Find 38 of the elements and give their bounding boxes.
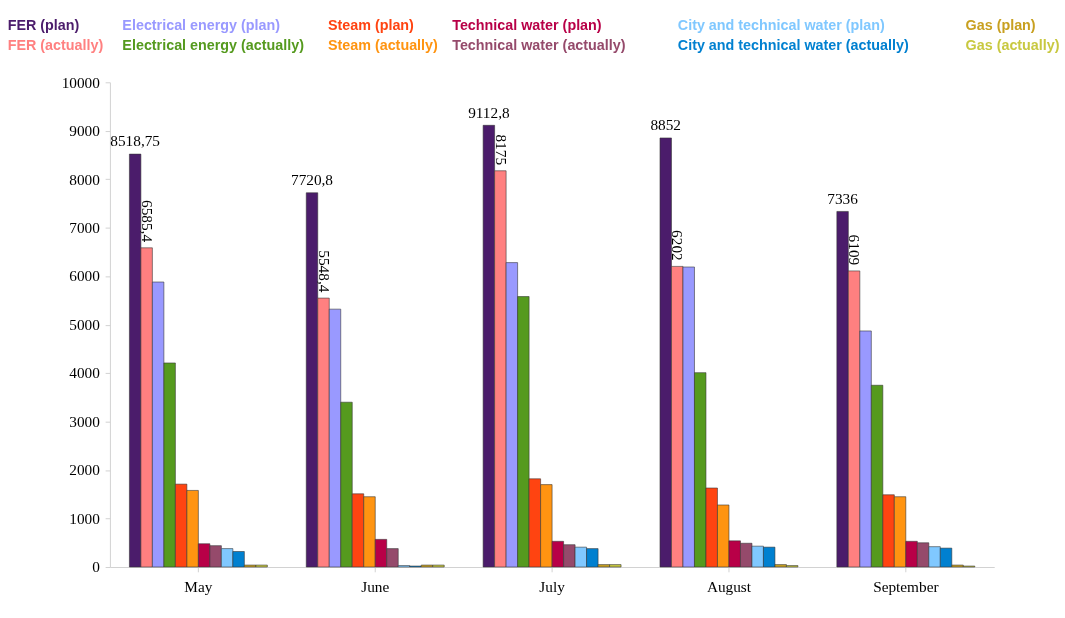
text: FER (actually)	[7, 36, 104, 53]
y-tick-label: 1000	[69, 509, 101, 527]
text: City and technical water (plan)	[677, 16, 886, 33]
x-tick-label: July	[539, 578, 566, 596]
text: Technical water (actually)	[452, 36, 626, 53]
y-tick-label: 8000	[69, 170, 101, 188]
data-label: 6109	[846, 234, 864, 266]
data-label: 8175	[492, 134, 510, 166]
text: Electrical energy (plan)	[122, 16, 281, 33]
y-tick-label: 10000	[61, 73, 101, 91]
y-tick-label: 9000	[69, 122, 101, 140]
y-tick-label: 3000	[69, 412, 101, 430]
data-label: 6202	[669, 230, 687, 261]
data-label: 7336	[827, 189, 859, 207]
y-tick-label: 6000	[69, 267, 101, 285]
data-label: 5548,4	[315, 250, 333, 293]
y-tick-label: 0	[92, 558, 101, 576]
x-tick-label: May	[184, 578, 213, 596]
text: Technical water (plan)	[452, 16, 602, 33]
text: Electrical energy (actually)	[122, 36, 305, 53]
text: Gas (plan)	[965, 16, 1036, 33]
x-tick-label: September	[873, 578, 939, 596]
y-tick-label: 2000	[69, 461, 101, 479]
text: Steam (actually)	[327, 36, 439, 53]
data-label: 8518,75	[110, 132, 161, 150]
data-label: 6585,4	[138, 200, 156, 243]
x-tick-label: August	[706, 578, 752, 596]
text: Gas (actually)	[965, 36, 1060, 53]
data-label: 8852	[650, 116, 682, 134]
data-label: 7720,8	[290, 171, 334, 189]
data-label: 9112,8	[468, 103, 510, 121]
x-tick-label: June	[361, 578, 390, 596]
text: City and technical water (actually)	[677, 36, 909, 53]
text: FER (plan)	[7, 16, 80, 33]
y-tick-label: 4000	[69, 364, 101, 382]
text: Steam (plan)	[327, 16, 415, 33]
y-tick-label: 7000	[69, 218, 101, 236]
y-tick-label: 5000	[69, 315, 101, 333]
